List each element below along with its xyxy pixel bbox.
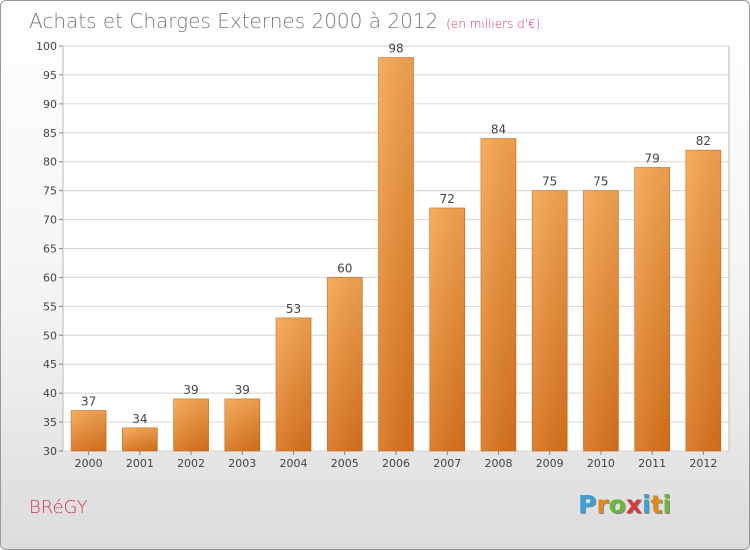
bar-shade-2012 xyxy=(685,150,721,451)
bars: 37 34 39 39 53 60 98 72 84 75 75 79 82 xyxy=(70,42,722,452)
x-tick-label-2001: 2001 xyxy=(126,457,154,470)
logo-letter: o xyxy=(608,490,626,519)
y-tick-label: 95 xyxy=(43,69,57,82)
logo-letter: t xyxy=(650,490,663,519)
data-label-2009: 75 xyxy=(542,175,557,189)
data-label-2002: 39 xyxy=(183,383,198,397)
bar-shade-2003 xyxy=(224,398,260,451)
y-axis: 30 35 40 45 50 55 60 65 70 75 80 85 90 95 100 xyxy=(36,40,63,458)
x-tick-label-2011: 2011 xyxy=(638,457,666,470)
logo-letter: x xyxy=(625,490,642,519)
y-tick-label: 90 xyxy=(43,98,57,111)
x-tick-label-2006: 2006 xyxy=(382,457,410,470)
y-tick-label: 50 xyxy=(43,329,57,342)
x-tick-label-2005: 2005 xyxy=(331,457,359,470)
chart-subtitle: (en milliers d'€) xyxy=(446,17,541,31)
proxiti-logo[interactable]: Proxiti xyxy=(578,490,671,519)
y-tick-label: 45 xyxy=(43,358,57,371)
chart-title-text: Achats et Charges Externes 2000 à 2012 xyxy=(29,9,439,33)
y-tick-label: 75 xyxy=(43,185,57,198)
logo-letter: i xyxy=(662,490,672,519)
y-tick-label: 70 xyxy=(43,214,57,227)
bar-shade-2005 xyxy=(327,277,363,451)
data-label-2011: 79 xyxy=(645,152,660,166)
x-tick-label-2008: 2008 xyxy=(484,457,512,470)
x-tick-label-2004: 2004 xyxy=(280,457,308,470)
x-tick-label-2010: 2010 xyxy=(587,457,615,470)
data-label-2001: 34 xyxy=(132,412,147,426)
bar-shade-2009 xyxy=(532,190,568,451)
y-tick-label: 30 xyxy=(43,445,57,458)
data-label-2008: 84 xyxy=(491,123,506,137)
bar-shade-2002 xyxy=(173,398,209,451)
data-label-2004: 53 xyxy=(286,302,301,316)
y-tick-label: 100 xyxy=(36,40,57,53)
x-axis: 2000 2001 2002 2003 2004 2005 2006 2007 2008 2009… xyxy=(75,451,717,470)
y-tick-label: 55 xyxy=(43,300,57,313)
y-tick-label: 80 xyxy=(43,156,57,169)
bar-shade-2008 xyxy=(480,138,516,452)
bar-shade-2010 xyxy=(583,190,619,451)
x-tick-label-2000: 2000 xyxy=(75,457,103,470)
data-label-2007: 72 xyxy=(440,192,455,206)
data-label-2000: 37 xyxy=(81,395,96,409)
x-tick-label-2002: 2002 xyxy=(177,457,205,470)
data-label-2006: 98 xyxy=(388,42,403,56)
logo-letter: i xyxy=(642,490,651,519)
logo-letter: r xyxy=(596,490,609,519)
data-label-2012: 82 xyxy=(696,134,711,148)
y-tick-label: 35 xyxy=(43,416,57,429)
y-tick-label: 60 xyxy=(43,271,57,284)
y-tick-label: 40 xyxy=(43,387,57,400)
chart-title: Achats et Charges Externes 2000 à 2012 (e… xyxy=(29,9,540,33)
x-tick-label-2007: 2007 xyxy=(433,457,461,470)
x-tick-label-2012: 2012 xyxy=(689,457,717,470)
data-label-2003: 39 xyxy=(235,383,250,397)
x-tick-label-2009: 2009 xyxy=(536,457,564,470)
logo-letter: P xyxy=(578,490,597,519)
data-label-2010: 75 xyxy=(593,175,608,189)
bar-shade-2000 xyxy=(71,410,107,451)
y-tick-label: 65 xyxy=(43,243,57,256)
bar-shade-2011 xyxy=(634,167,670,451)
bar-shade-2007 xyxy=(429,208,465,451)
y-tick-label: 85 xyxy=(43,127,57,140)
data-label-2005: 60 xyxy=(337,261,352,275)
bar-shade-2004 xyxy=(276,317,312,451)
bar-shade-2006 xyxy=(378,57,414,451)
city-name: BRéGY xyxy=(29,497,88,518)
x-tick-label-2003: 2003 xyxy=(228,457,256,470)
bar-shade-2001 xyxy=(122,427,158,451)
